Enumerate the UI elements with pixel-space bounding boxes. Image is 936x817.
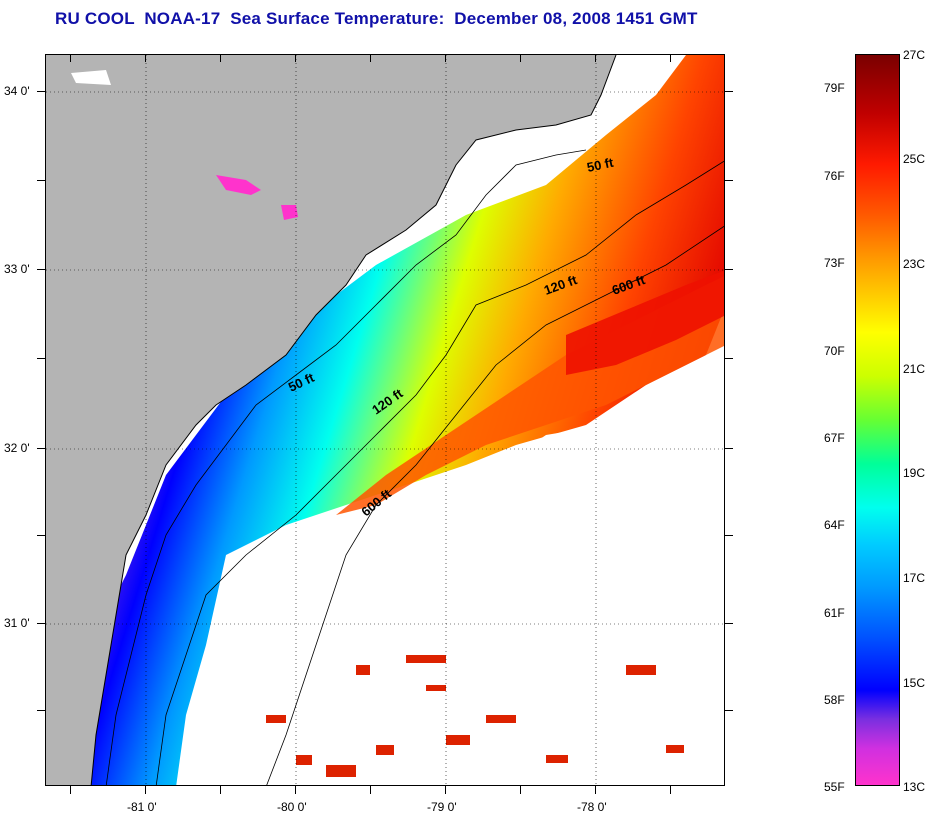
- cb-label-celsius: 23C: [903, 257, 926, 271]
- lat-label-31: 31 0': [4, 616, 30, 630]
- cb-label-fahrenheit: 70F: [824, 344, 845, 358]
- lat-lon-grid: [46, 55, 724, 785]
- cb-label-celsius: 19C: [903, 466, 926, 480]
- cb-label-celsius: 15C: [903, 676, 926, 690]
- contour-label-50ft: 50 ft: [586, 155, 616, 175]
- lat-label-32: 32 0': [4, 441, 30, 455]
- temperature-colorbar: [855, 54, 900, 786]
- cb-label-fahrenheit: 58F: [824, 693, 845, 707]
- cb-label-fahrenheit: 61F: [824, 606, 845, 620]
- lon-label-78: -78 0': [577, 800, 607, 814]
- lon-label-79: -79 0': [427, 800, 457, 814]
- cb-label-celsius: 27C: [903, 48, 926, 62]
- coastline: [90, 55, 617, 785]
- contour-120ft: [155, 160, 724, 785]
- cb-label-celsius: 13C: [903, 780, 926, 794]
- map-title: RU COOL NOAA-17 Sea Surface Temperature:…: [55, 9, 698, 28]
- cb-label-fahrenheit: 67F: [824, 431, 845, 445]
- lat-label-33: 33 0': [4, 262, 30, 276]
- land-area: [46, 55, 616, 785]
- sst-map-canvas: 50 ft 50 ft 120 ft 120 ft 600 ft 600 ft: [46, 55, 724, 785]
- no-data-region: [176, 346, 724, 785]
- cb-label-celsius: 21C: [903, 362, 926, 376]
- sst-data-region: [86, 55, 724, 785]
- lon-label-80: -80 0': [277, 800, 307, 814]
- contour-600ft: [266, 225, 724, 785]
- scattered-warm-pixels: [266, 655, 684, 777]
- lon-label-81: -81 0': [127, 800, 157, 814]
- lat-label-34: 34 0': [4, 84, 30, 98]
- inland-lake: [216, 175, 261, 195]
- inland-lake: [281, 205, 298, 220]
- cb-label-fahrenheit: 76F: [824, 169, 845, 183]
- gulf-stream-core: [566, 270, 724, 375]
- sst-map[interactable]: 50 ft 50 ft 120 ft 120 ft 600 ft 600 ft: [45, 54, 725, 786]
- cb-label-fahrenheit: 55F: [824, 780, 845, 794]
- cb-label-fahrenheit: 64F: [824, 518, 845, 532]
- cb-label-celsius: 17C: [903, 571, 926, 585]
- cb-label-celsius: 25C: [903, 152, 926, 166]
- cb-label-fahrenheit: 79F: [824, 81, 845, 95]
- inland-lake: [71, 70, 111, 85]
- cb-label-fahrenheit: 73F: [824, 256, 845, 270]
